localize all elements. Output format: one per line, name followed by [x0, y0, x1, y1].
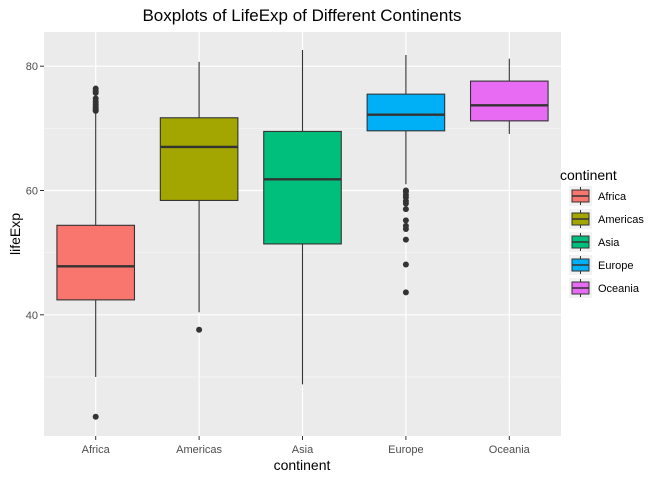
outlier-point — [402, 187, 409, 194]
outlier-point — [92, 85, 99, 92]
box-iqr — [56, 224, 136, 301]
box-europe — [366, 54, 446, 296]
legend-label: Africa — [598, 191, 627, 203]
boxes — [56, 50, 549, 420]
x-tick-label: Europe — [388, 444, 423, 456]
legend-label: Americas — [598, 214, 644, 226]
x-axis-title: continent — [274, 457, 331, 473]
outlier-point — [402, 236, 409, 243]
legend: continent Africa Americas Asia Europe Oceani… — [560, 167, 644, 298]
legend-label: Oceania — [598, 283, 640, 295]
outlier-point — [402, 222, 409, 229]
y-tick-label: 60 — [26, 185, 38, 197]
box-oceania — [469, 58, 549, 134]
x-tick-label: Asia — [292, 444, 314, 456]
y-tick-label: 80 — [26, 61, 38, 73]
outlier-point — [402, 206, 409, 213]
legend-item-oceania: Oceania — [569, 278, 640, 298]
x-tick-label: Americas — [176, 444, 222, 456]
legend-label: Europe — [598, 260, 633, 272]
legend-item-asia: Asia — [569, 232, 620, 252]
box-asia — [263, 50, 342, 385]
legend-item-africa: Africa — [569, 186, 627, 206]
outlier-point — [402, 217, 409, 224]
outlier-point — [92, 95, 99, 102]
box-iqr — [469, 80, 549, 122]
legend-item-americas: Americas — [569, 209, 644, 229]
y-axis: 40 60 80 — [26, 61, 44, 322]
box-americas — [159, 61, 239, 333]
y-axis-title: lifeExp — [7, 213, 23, 255]
outlier-point — [402, 261, 409, 268]
x-tick-label: Oceania — [489, 444, 531, 456]
box-africa — [56, 85, 136, 420]
outlier-point — [92, 413, 99, 420]
box-iqr — [159, 117, 239, 201]
box-iqr — [366, 93, 446, 132]
x-tick-label: Africa — [82, 444, 111, 456]
legend-item-europe: Europe — [569, 255, 633, 275]
x-axis: Africa Americas Asia Europe Oceania — [82, 436, 531, 456]
chart-title: Boxplots of LifeExp of Different Contine… — [142, 6, 461, 25]
legend-title: continent — [560, 167, 617, 183]
box-iqr — [263, 130, 342, 245]
outlier-point — [402, 289, 409, 296]
y-tick-label: 40 — [26, 310, 38, 322]
legend-label: Asia — [598, 237, 620, 249]
outlier-point — [196, 326, 203, 333]
